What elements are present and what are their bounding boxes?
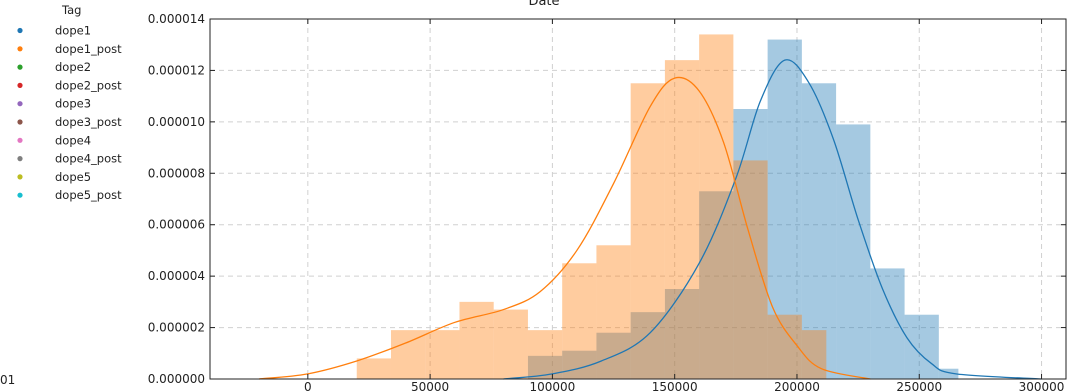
bar-dope1_post-3	[459, 301, 494, 379]
legend-marker-dope5_post	[17, 192, 23, 198]
legend-title: Tag	[61, 3, 81, 17]
bar-dope1_post-4	[493, 309, 528, 379]
plot-area: 0 50000 100000 150000 200000 250000 300000 0.00…	[148, 12, 1067, 392]
bar-dope1_post-13	[801, 330, 827, 379]
bar-dope1_post-2	[425, 330, 460, 379]
legend-label-dope1_post: dope1_post	[55, 42, 122, 56]
bar-dope1_post-10	[699, 34, 734, 380]
legend-marker-dope4_post	[17, 156, 23, 162]
legend-marker-dope2_post	[17, 82, 23, 88]
legend-label-dope5_post: dope5_post	[55, 188, 122, 202]
bar-dope1-11	[904, 314, 939, 379]
y-tick-label: 0.000006	[148, 218, 205, 232]
legend-label-dope1: dope1	[55, 24, 91, 38]
y-tick-label: 0.000014	[148, 12, 205, 26]
legend-marker-dope1_post	[17, 46, 23, 52]
left-edge-label: 01	[0, 373, 15, 387]
legend-marker-dope1	[17, 27, 23, 34]
x-tick-label: 0	[304, 380, 312, 392]
legend-marker-dope5	[17, 174, 23, 180]
y-tick-label: 0.000008	[148, 166, 205, 180]
bar-dope1-4	[664, 289, 700, 379]
legend-marker-dope3	[17, 101, 23, 107]
bar-dope1-10	[870, 268, 905, 379]
bar-dope1-6	[733, 109, 768, 379]
kde-line-dope1_post	[258, 76, 871, 380]
x-tick-label: 200000	[774, 380, 820, 392]
x-tick-label: 300000	[1019, 380, 1065, 392]
legend-label-dope4_post: dope4_post	[55, 152, 122, 166]
x-tick-label: 150000	[652, 380, 698, 392]
y-tick-label: 0.000012	[148, 63, 205, 77]
bar-dope1_post-1	[390, 330, 426, 379]
bar-dope1-12	[938, 368, 959, 379]
bar-dope1_post-12	[767, 314, 802, 379]
legend-label-dope4: dope4	[55, 133, 91, 147]
kde-line-dope1	[503, 59, 1042, 380]
legend-marker-dope4	[17, 137, 23, 143]
x-tick-label: 250000	[896, 380, 942, 392]
legend-marker-dope3_post	[17, 119, 23, 125]
legend: Tag dope1 dope1_post dope2 dope2_post dope3 d…	[17, 3, 122, 202]
bar-dope1_post-0	[356, 358, 391, 379]
bar-dope1-7	[767, 39, 802, 379]
legend-label-dope5: dope5	[55, 170, 91, 184]
bar-dope1-5	[699, 191, 734, 379]
y-tick-label: 0.000000	[148, 372, 205, 386]
x-tick-label: 50000	[411, 380, 449, 392]
bar-dope1_post-7	[596, 245, 631, 379]
bar-dope1_post-9	[664, 60, 700, 380]
legend-label-dope2_post: dope2_post	[55, 78, 122, 92]
plot-frame	[209, 18, 1067, 380]
bar-dope1_post-5	[527, 330, 563, 379]
bar-dope1_post-6	[562, 263, 597, 379]
y-tick-label: 0.000004	[148, 269, 205, 283]
legend-marker-dope2	[17, 64, 23, 70]
x-tick-label: 100000	[529, 380, 575, 392]
legend-label-dope3: dope3	[55, 97, 91, 111]
y-tick-label: 0.000002	[148, 321, 205, 335]
legend-label-dope3_post: dope3_post	[55, 115, 122, 129]
y-tick-label: 0.000010	[148, 115, 205, 129]
legend-label-dope2: dope2	[55, 60, 91, 74]
bar-dope1_post-8	[630, 83, 665, 380]
chart-title: Date	[528, 0, 559, 9]
